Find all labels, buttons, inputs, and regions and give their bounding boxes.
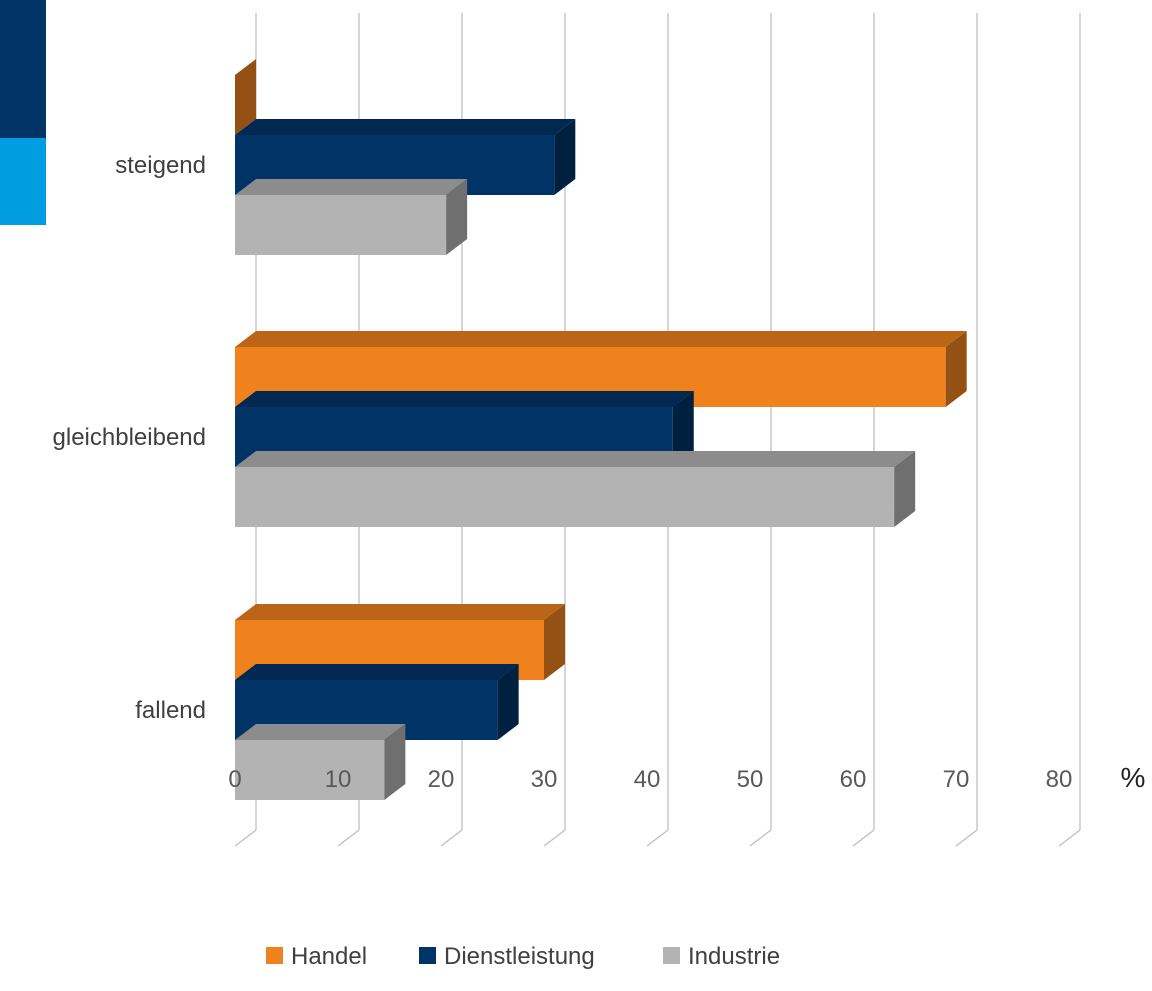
gridline-floor xyxy=(955,829,978,847)
bar-industrie-fallend xyxy=(235,724,406,800)
bar-face xyxy=(235,467,895,527)
gridline-floor xyxy=(543,829,566,847)
bar-top xyxy=(235,119,576,135)
brand-accent-light xyxy=(0,138,46,225)
x-tick-label: 40 xyxy=(634,766,661,793)
x-tick-label: 50 xyxy=(737,766,764,793)
gridline-floor xyxy=(234,829,257,847)
legend-label: Dienstleistung xyxy=(444,943,595,970)
bar-side xyxy=(672,391,694,467)
bar-top xyxy=(235,179,468,195)
legend-swatch xyxy=(266,947,283,964)
category-label: fallend xyxy=(135,697,206,724)
bar-handel-steigend xyxy=(235,59,256,135)
bar-top xyxy=(235,724,406,740)
legend-swatch xyxy=(419,947,436,964)
x-axis-ticks: 0 10 20 30 40 50 60 70 80 xyxy=(228,766,1072,793)
bar-side xyxy=(894,451,916,527)
x-tick-label: 70 xyxy=(943,766,970,793)
x-tick-label: 20 xyxy=(428,766,455,793)
bar-top xyxy=(235,391,694,407)
category-label: gleichbleibend xyxy=(53,424,206,451)
legend-label: Industrie xyxy=(688,943,780,970)
bar-side xyxy=(446,179,468,255)
gridline-floor xyxy=(337,829,360,847)
bar-side xyxy=(384,724,406,800)
x-tick-label: 60 xyxy=(840,766,867,793)
brand-accent-dark xyxy=(0,0,46,138)
bar-top xyxy=(235,331,967,347)
gridline-floor xyxy=(852,829,875,847)
x-tick-label: 0 xyxy=(228,766,241,793)
gridline-floor xyxy=(646,829,669,847)
gridline-floor xyxy=(749,829,772,847)
x-tick-label: 30 xyxy=(531,766,558,793)
bar-industrie-gleichbleibend xyxy=(235,451,916,527)
bar-industrie-steigend xyxy=(235,179,468,255)
legend: Handel Dienstleistung Industrie xyxy=(266,943,780,970)
gridline-floor xyxy=(440,829,463,847)
x-tick-label: 10 xyxy=(325,766,352,793)
gridline-floor xyxy=(1058,829,1081,847)
legend-swatch xyxy=(663,947,680,964)
category-labels: steigend gleichbleibend fallend xyxy=(53,152,206,724)
legend-label: Handel xyxy=(291,943,367,970)
bar-side xyxy=(544,604,565,680)
x-axis-unit-label: % xyxy=(1121,762,1146,793)
category-label: steigend xyxy=(115,152,206,179)
bar-top xyxy=(235,604,565,620)
bars xyxy=(235,59,967,800)
bar-top xyxy=(235,451,916,467)
bar-side xyxy=(235,59,256,135)
bar-side xyxy=(945,331,967,407)
bar-side xyxy=(554,119,576,195)
bar-face xyxy=(235,195,447,255)
x-tick-label: 80 xyxy=(1046,766,1073,793)
bar-side xyxy=(497,664,519,740)
bar-top xyxy=(235,664,519,680)
bar-face xyxy=(235,740,385,800)
